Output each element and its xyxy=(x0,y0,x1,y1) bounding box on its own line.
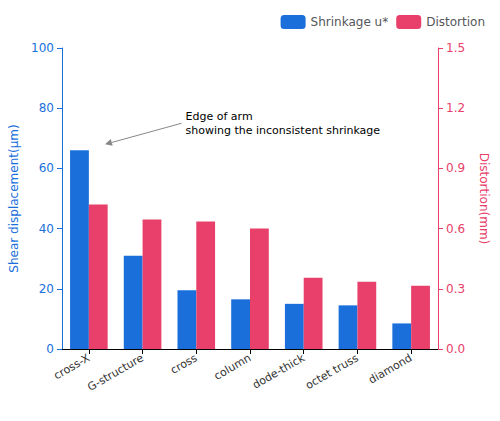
svg-text:Distortion(mm): Distortion(mm) xyxy=(477,153,491,245)
svg-text:Shear displacement(μm): Shear displacement(μm) xyxy=(7,124,21,272)
svg-text:100: 100 xyxy=(31,41,54,55)
svg-text:0: 0 xyxy=(46,342,54,356)
svg-text:60: 60 xyxy=(39,161,54,175)
svg-text:40: 40 xyxy=(39,222,54,236)
svg-text:column: column xyxy=(212,351,254,382)
svg-text:0.3: 0.3 xyxy=(446,282,465,296)
svg-text:cross-X: cross-X xyxy=(51,351,92,382)
svg-text:0.6: 0.6 xyxy=(446,222,465,236)
svg-text:0.0: 0.0 xyxy=(446,342,465,356)
svg-text:1.5: 1.5 xyxy=(446,41,465,55)
svg-text:0.9: 0.9 xyxy=(446,161,465,175)
svg-text:80: 80 xyxy=(39,101,54,115)
svg-text:cross: cross xyxy=(168,351,199,377)
svg-text:G-structure: G-structure xyxy=(85,351,146,394)
svg-text:dode-thick: dode-thick xyxy=(250,351,307,392)
svg-text:Distortion: Distortion xyxy=(426,15,485,29)
svg-text:octet truss: octet truss xyxy=(303,351,361,392)
svg-text:Shrinkage u*: Shrinkage u* xyxy=(311,15,389,29)
svg-text:1.2: 1.2 xyxy=(446,101,465,115)
svg-text:Edge of arm: Edge of arm xyxy=(186,110,253,123)
svg-text:showing the inconsistent shrin: showing the inconsistent shrinkage xyxy=(186,124,381,137)
svg-text:diamond: diamond xyxy=(366,351,414,386)
svg-text:20: 20 xyxy=(39,282,54,296)
